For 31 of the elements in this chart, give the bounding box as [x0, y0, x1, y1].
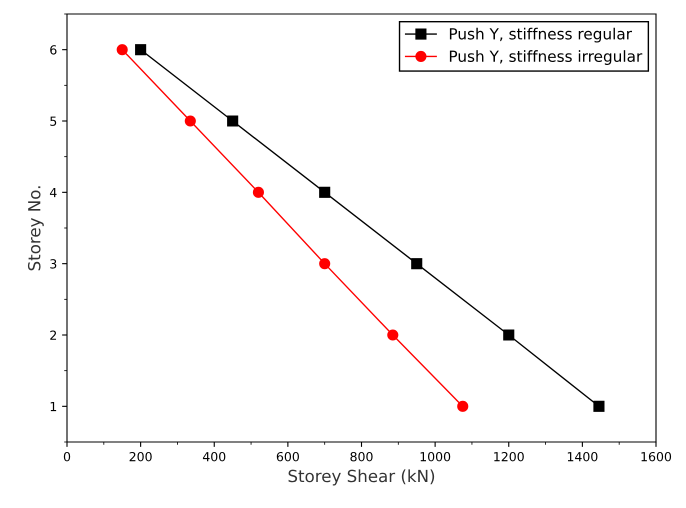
y-tick-label: 2: [50, 330, 56, 340]
x-tick-label: 1200: [494, 452, 524, 462]
x-tick-label: 1600: [641, 452, 672, 462]
y-tick-label: 1: [50, 402, 56, 412]
legend-label: Push Y, stiffness irregular: [450, 50, 642, 65]
x-tick-label: 400: [202, 452, 226, 462]
x-tick-label: 0: [64, 452, 70, 462]
x-tick-label: 800: [350, 452, 373, 462]
point: [593, 400, 604, 412]
point: [116, 44, 128, 56]
legend-label: Push Y, stiffness regular: [450, 28, 632, 43]
x-tick-label: 200: [130, 452, 152, 462]
point: [252, 186, 264, 198]
point: [319, 258, 330, 270]
point: [227, 115, 238, 127]
point: [411, 258, 422, 270]
x-tick-label: 1000: [420, 452, 450, 462]
y-tick-label: 5: [50, 116, 56, 126]
point: [457, 400, 468, 412]
y-tick-label: 4: [50, 188, 57, 198]
x-axis-title: Storey Shear (kN): [288, 469, 434, 486]
y-tick-label: 6: [50, 45, 56, 55]
x-tick-label: 1400: [568, 452, 598, 462]
y-tick-label: 3: [50, 259, 56, 269]
point: [319, 186, 330, 198]
point: [387, 329, 398, 341]
y-axis-title: Storey No.: [28, 186, 44, 270]
point: [503, 329, 514, 341]
point: [135, 44, 146, 56]
x-tick-label: 600: [276, 452, 299, 462]
point: [184, 115, 196, 127]
